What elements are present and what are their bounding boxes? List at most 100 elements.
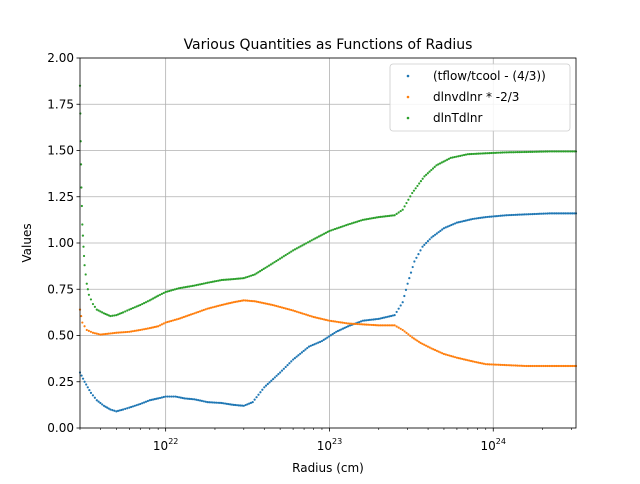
data-point	[341, 327, 345, 330]
data-point	[345, 325, 348, 329]
data-point	[292, 358, 295, 361]
data-point	[501, 151, 504, 154]
data-point	[306, 314, 310, 317]
data-point	[162, 322, 165, 325]
data-point	[314, 237, 317, 240]
data-point	[239, 299, 242, 303]
data-point	[85, 282, 88, 285]
data-point	[426, 240, 430, 243]
data-point	[399, 304, 402, 307]
data-point	[177, 396, 181, 399]
data-point	[141, 328, 144, 331]
data-point	[386, 315, 389, 318]
data-point	[442, 352, 446, 356]
data-point	[535, 150, 538, 153]
data-point	[202, 400, 205, 403]
data-point	[171, 288, 175, 292]
data-point	[200, 309, 204, 312]
data-point	[464, 153, 468, 156]
data-point	[241, 277, 244, 280]
data-point	[481, 152, 484, 155]
data-point	[124, 310, 127, 313]
data-point	[538, 212, 542, 215]
data-point	[299, 311, 302, 314]
data-point	[173, 318, 177, 322]
data-point	[86, 386, 89, 389]
data-point	[433, 233, 437, 236]
data-point	[345, 322, 348, 325]
data-point	[253, 300, 256, 303]
data-point	[116, 313, 120, 316]
data-point	[350, 222, 353, 225]
data-point	[382, 316, 386, 319]
data-point	[251, 401, 254, 404]
data-point	[495, 214, 499, 218]
data-point	[348, 222, 352, 226]
data-point	[202, 308, 205, 312]
data-point	[548, 212, 551, 215]
data-point	[83, 380, 86, 383]
y-tick-label: 1.75	[47, 97, 74, 111]
data-point	[275, 304, 278, 308]
data-point	[399, 327, 402, 330]
data-point	[253, 398, 256, 401]
data-point	[209, 401, 213, 404]
data-point	[452, 223, 455, 226]
data-point	[381, 215, 384, 218]
data-point	[473, 360, 476, 363]
data-point	[139, 328, 142, 332]
data-point	[250, 299, 253, 303]
data-point	[166, 320, 169, 324]
data-point	[206, 281, 209, 284]
data-point	[525, 364, 528, 368]
data-point	[375, 317, 379, 321]
y-axis-label: Values	[20, 223, 34, 262]
data-point	[546, 212, 549, 215]
data-point	[527, 213, 530, 216]
data-point	[269, 303, 272, 306]
data-point	[406, 282, 409, 285]
data-point	[470, 152, 473, 156]
data-point	[411, 336, 414, 339]
data-point	[350, 322, 353, 325]
data-point	[217, 304, 220, 307]
data-point	[208, 307, 211, 310]
data-point	[512, 151, 515, 154]
data-point	[323, 318, 326, 321]
data-point	[237, 277, 240, 280]
data-point	[379, 215, 382, 218]
data-point	[365, 323, 368, 326]
data-point	[417, 253, 420, 256]
data-point	[191, 398, 194, 401]
data-point	[266, 302, 269, 305]
data-point	[466, 359, 469, 362]
data-point	[131, 306, 135, 310]
data-point	[288, 308, 291, 311]
data-point	[230, 301, 234, 304]
data-point	[459, 154, 462, 157]
data-point	[295, 355, 298, 358]
data-point	[264, 266, 267, 269]
data-point	[273, 304, 276, 307]
data-point	[137, 304, 140, 307]
data-point	[142, 302, 146, 305]
data-point	[183, 397, 186, 400]
data-point	[441, 352, 444, 355]
data-point	[395, 310, 398, 314]
data-point	[560, 364, 563, 368]
data-point	[490, 151, 493, 155]
data-point	[299, 352, 302, 355]
data-point	[560, 150, 563, 153]
data-point	[469, 359, 473, 363]
data-point	[278, 257, 282, 260]
data-point	[292, 309, 295, 312]
data-point	[471, 217, 474, 221]
legend-marker	[406, 74, 410, 78]
data-point	[335, 320, 339, 323]
data-point	[426, 172, 429, 175]
data-point	[435, 164, 438, 167]
data-point	[239, 277, 242, 280]
data-point	[266, 265, 269, 268]
data-point	[241, 299, 244, 302]
